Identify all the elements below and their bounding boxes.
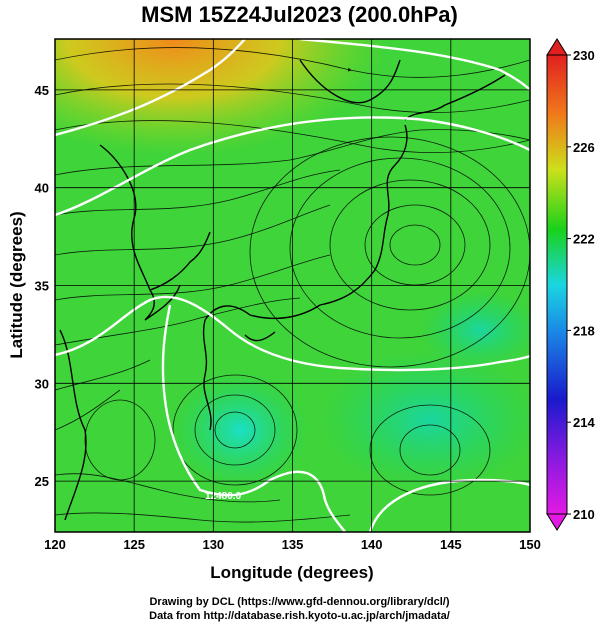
x-tick-label: 125: [123, 537, 145, 552]
y-tick-label: 25: [35, 474, 49, 489]
x-tick-label: 150: [519, 537, 541, 552]
cool-region-east: [320, 350, 530, 490]
height-contours: [55, 39, 530, 532]
y-tick-label: 45: [35, 83, 49, 98]
x-axis-ticks: 120 125 130 135 140 145 150: [44, 537, 541, 552]
y-tick-label: 40: [35, 181, 49, 196]
contour-label: 12480.0: [205, 491, 242, 502]
colorbar-bottom-triangle: [546, 513, 568, 531]
colorbar-tick-label: 226: [573, 140, 595, 155]
credit-drawing: Drawing by DCL (https://www.gfd-dennou.o…: [149, 596, 450, 608]
colorbar-tick-label: 222: [573, 232, 595, 247]
colorbar-tick-label: 214: [573, 415, 595, 430]
y-tick-label: 35: [35, 279, 49, 294]
anticyclone-streamlines: [249, 136, 530, 368]
colorbar-tick-label: 210: [573, 507, 595, 522]
y-axis-ticks: 25 30 35 40 45: [35, 83, 49, 489]
credit-data: Data from http://database.rish.kyoto-u.a…: [149, 610, 450, 622]
x-axis-label: Longitude (degrees): [210, 563, 373, 582]
x-tick-label: 145: [440, 537, 462, 552]
cool-region-northeast: [420, 290, 530, 370]
y-tick-label: 30: [35, 376, 49, 391]
streamlines: [55, 47, 530, 523]
x-tick-label: 130: [202, 537, 224, 552]
colorbar-ticks: 230 226 222 218 214 210: [567, 48, 595, 522]
x-tick-label: 120: [44, 537, 66, 552]
southern-circulation: [84, 374, 491, 496]
colorbar-scale: [546, 54, 568, 515]
y-axis-label: Latitude (degrees): [7, 211, 26, 358]
coastlines: [59, 59, 506, 521]
colorbar-tick-label: 218: [573, 323, 595, 338]
map-title: MSM 15Z24Jul2023 (200.0hPa): [141, 2, 458, 27]
x-tick-label: 140: [361, 537, 383, 552]
colorbar: 230 226 222 218 214 210: [546, 38, 595, 531]
cool-region-south: [170, 370, 310, 490]
colorbar-tick-label: 230: [573, 48, 595, 63]
x-tick-label: 135: [282, 537, 304, 552]
plot-frame: [54, 38, 531, 533]
colorbar-top-triangle: [546, 38, 568, 56]
